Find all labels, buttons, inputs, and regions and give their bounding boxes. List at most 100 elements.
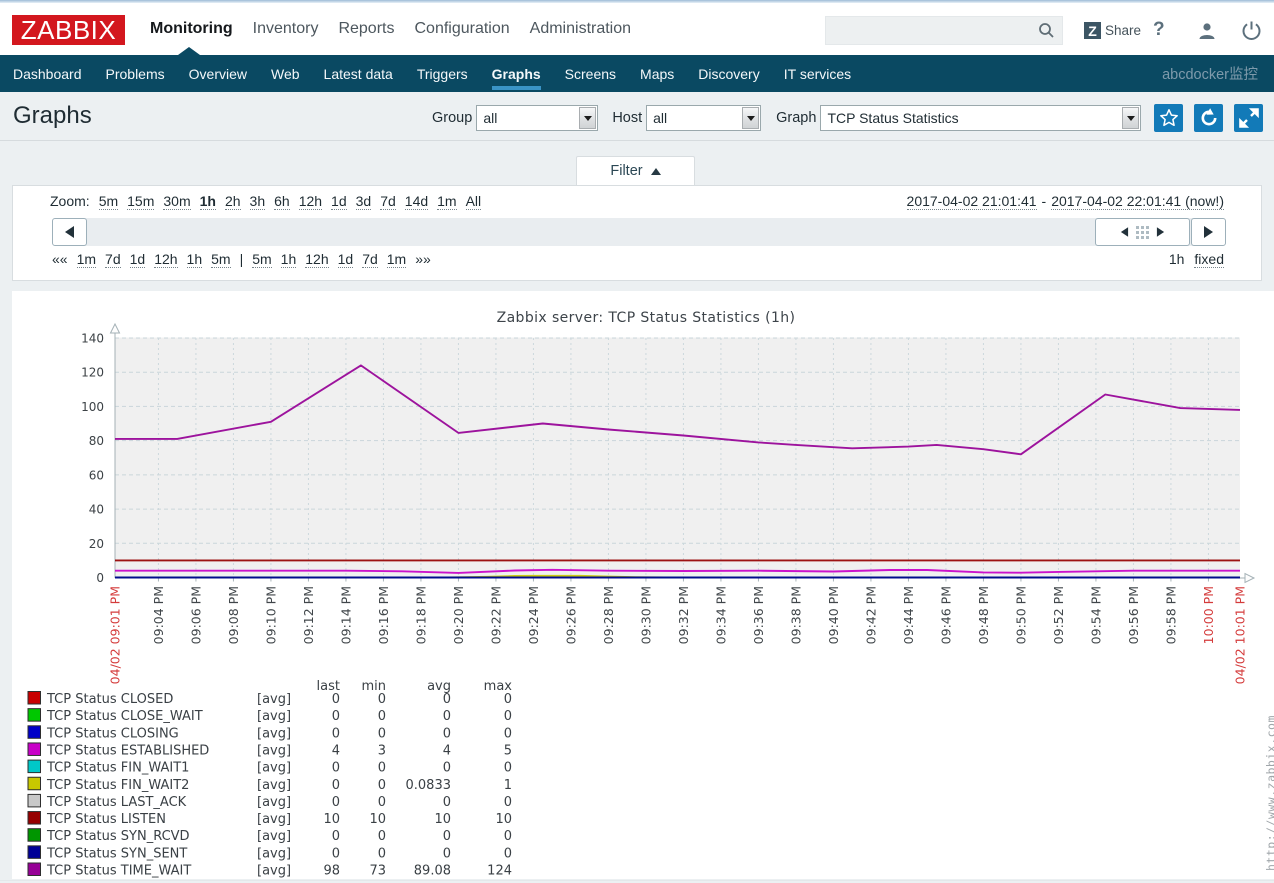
graph-select[interactable]: TCP Status Statistics (820, 105, 1142, 131)
legend-swatch (27, 759, 41, 774)
zoom-link-3h[interactable]: 3h (249, 193, 266, 210)
zoom-link-5m[interactable]: 5m (98, 193, 119, 210)
shift-right-1d[interactable]: 1d (337, 251, 354, 268)
sub-menu-web[interactable]: Web (271, 65, 300, 82)
graph-select-value: TCP Status Statistics (827, 110, 959, 126)
search-icon[interactable] (1038, 22, 1055, 44)
plot-area[interactable] (115, 337, 1240, 578)
svg-text:0: 0 (504, 795, 512, 810)
refresh-button[interactable] (1194, 104, 1224, 132)
scrollbar-handle[interactable] (1095, 218, 1190, 246)
zabbix-logo[interactable]: ZABBIX (12, 15, 125, 45)
shift-right-7d[interactable]: 7d (362, 251, 378, 268)
scrollbar-track[interactable] (69, 218, 1209, 246)
legend-swatch (27, 742, 41, 756)
shift-right-1h[interactable]: 1h (280, 251, 297, 268)
svg-text:last: last (317, 679, 340, 694)
search-box[interactable] (825, 16, 1063, 45)
sub-menu-graphs[interactable]: Graphs (491, 55, 541, 92)
main-menu-reports[interactable]: Reports (338, 20, 395, 37)
svg-text:10: 10 (495, 812, 512, 827)
zoom-link-1d[interactable]: 1d (331, 193, 347, 210)
sub-menu-overview[interactable]: Overview (188, 65, 247, 82)
search-input[interactable] (832, 20, 1032, 41)
zoom-link-1h[interactable]: 1h (199, 193, 216, 210)
fullscreen-button[interactable] (1234, 104, 1264, 132)
sub-menu-screens[interactable]: Screens (564, 65, 617, 82)
svg-text:0: 0 (332, 829, 340, 844)
zoom-link-2h[interactable]: 2h (224, 193, 241, 210)
zoom-link-15m[interactable]: 15m (127, 193, 155, 210)
main-menu-inventory[interactable]: Inventory (252, 20, 319, 37)
date-from-link[interactable]: 2017-04-02 21:01:41 (906, 193, 1037, 210)
shift-left-7d[interactable]: 7d (105, 251, 121, 268)
filter-tab[interactable]: Filter (576, 156, 695, 185)
shift-far-left-link[interactable]: «« (52, 251, 68, 267)
svg-text:10: 10 (369, 812, 386, 827)
sub-menu-maps[interactable]: Maps (640, 65, 675, 82)
legend-swatch (27, 793, 41, 808)
period-state-row: 1h fixed (1169, 251, 1224, 270)
sub-menu-triggers[interactable]: Triggers (416, 65, 468, 82)
svg-text:5: 5 (504, 743, 512, 758)
legend-item-name: TCP Status CLOSING (46, 726, 179, 741)
fixed-link[interactable]: fixed (1194, 251, 1224, 268)
shift-right-12h[interactable]: 12h (305, 251, 329, 268)
legend-swatch (27, 828, 41, 842)
group-select[interactable]: all (476, 105, 599, 131)
sub-menu-latest-data[interactable]: Latest data (323, 65, 393, 82)
host-select[interactable]: all (646, 105, 762, 131)
zoom-link-1m[interactable]: 1m (437, 193, 457, 210)
zoom-link-7d[interactable]: 7d (380, 193, 396, 210)
zoom-link-30m[interactable]: 30m (163, 193, 191, 210)
header-divider (0, 140, 1274, 141)
tcp-status-graph[interactable]: Zabbix server: TCP Status Statistics (1h… (12, 291, 1274, 879)
scroll-left-button[interactable] (52, 218, 87, 246)
graph-select-arrow-icon[interactable] (1122, 107, 1140, 129)
svg-text:80: 80 (89, 434, 104, 448)
zoom-link-12h[interactable]: 12h (298, 193, 323, 210)
host-select-arrow-icon[interactable] (742, 107, 760, 129)
sub-menu-discovery[interactable]: Discovery (698, 65, 760, 82)
main-menu-administration[interactable]: Administration (529, 20, 632, 37)
svg-text:0: 0 (332, 692, 340, 707)
help-icon[interactable]: ? (1153, 19, 1165, 40)
legend-item-name: TCP Status TIME_WAIT (46, 864, 191, 879)
svg-text:[avg]: [avg] (257, 709, 291, 724)
zoom-link-all[interactable]: All (465, 193, 482, 210)
shift-left-5m[interactable]: 5m (211, 251, 231, 268)
shift-left-1h[interactable]: 1h (186, 251, 203, 268)
shift-left-1m[interactable]: 1m (76, 251, 97, 268)
sub-menu-bar: Dashboard Problems Overview Web Latest data T… (0, 47, 1274, 92)
favourites-button[interactable] (1154, 104, 1184, 132)
zoom-link-14d[interactable]: 14d (404, 193, 429, 210)
page-title: Graphs (13, 102, 92, 129)
legend-item-name: TCP Status FIN_WAIT2 (46, 778, 189, 793)
zoom-link-3d[interactable]: 3d (355, 193, 372, 210)
svg-text:0: 0 (378, 778, 386, 793)
legend-swatch (27, 845, 41, 859)
sub-menu-it-services[interactable]: IT services (783, 65, 852, 82)
series-line-tcp-status-established (115, 568, 1240, 574)
user-profile-icon[interactable] (1196, 20, 1218, 47)
main-menu-monitoring[interactable]: Monitoring (150, 20, 233, 37)
svg-text:10: 10 (434, 812, 451, 827)
shift-far-right-link[interactable]: »» (415, 251, 431, 267)
main-menu-configuration[interactable]: Configuration (414, 20, 510, 37)
shift-right-5m[interactable]: 5m (252, 251, 272, 268)
logout-icon[interactable] (1241, 20, 1262, 46)
shift-right-1m[interactable]: 1m (386, 251, 407, 268)
shift-left-1d[interactable]: 1d (129, 251, 146, 268)
scroll-right-button[interactable] (1191, 218, 1226, 246)
zoom-link-6h[interactable]: 6h (274, 193, 290, 210)
shift-left-12h[interactable]: 12h (154, 251, 178, 268)
svg-text:09:14 PM: 09:14 PM (338, 586, 353, 644)
svg-text:0: 0 (504, 709, 512, 724)
sub-menu-dashboard[interactable]: Dashboard (13, 65, 82, 82)
svg-text:09:22 PM: 09:22 PM (488, 586, 503, 644)
svg-text:4: 4 (332, 743, 340, 758)
date-to-link[interactable]: 2017-04-02 22:01:41 (now!) (1051, 193, 1224, 210)
group-select-arrow-icon[interactable] (579, 107, 597, 129)
sub-menu-problems[interactable]: Problems (105, 65, 165, 82)
share-button[interactable]: Z Share (1084, 22, 1141, 39)
